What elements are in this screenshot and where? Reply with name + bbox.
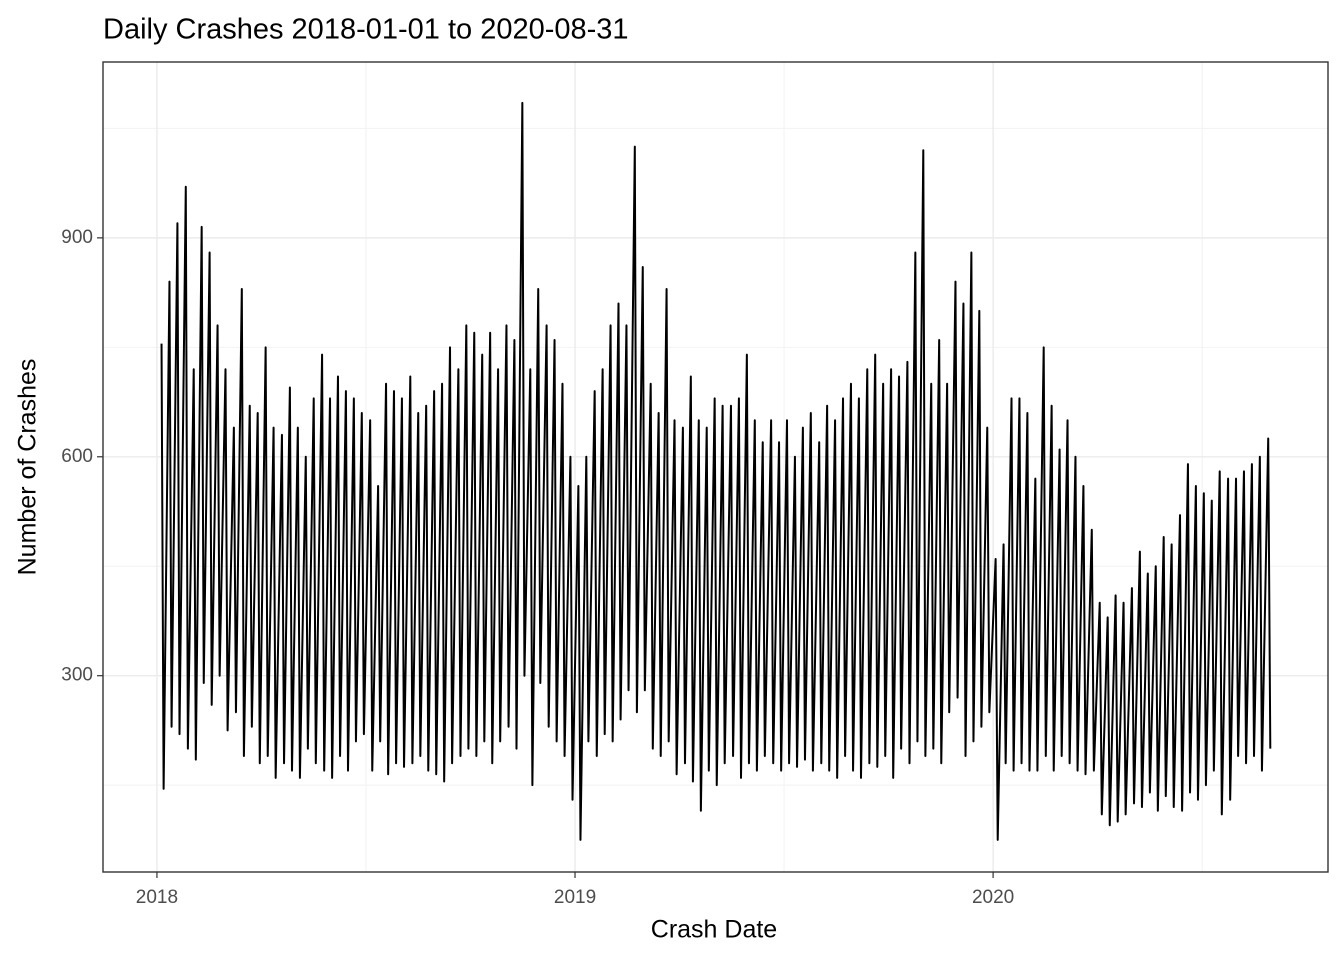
x-tick-label: 2019	[554, 887, 596, 908]
y-tick-label: 600	[61, 446, 93, 467]
x-tick-label: 2020	[972, 887, 1014, 908]
panel-border	[102, 61, 1329, 873]
y-tick-label: 300	[61, 665, 93, 686]
x-axis-label: Crash Date	[651, 916, 777, 944]
x-tick-label: 2018	[136, 887, 178, 908]
line-series	[160, 101, 1272, 841]
chart-title: Daily Crashes 2018-01-01 to 2020-08-31	[103, 14, 629, 46]
y-tick-label: 900	[61, 227, 93, 248]
plot	[160, 101, 1272, 841]
axes: 300 600 900 2018 2019 2020	[61, 227, 1014, 908]
y-axis-label: Number of Crashes	[14, 359, 42, 576]
